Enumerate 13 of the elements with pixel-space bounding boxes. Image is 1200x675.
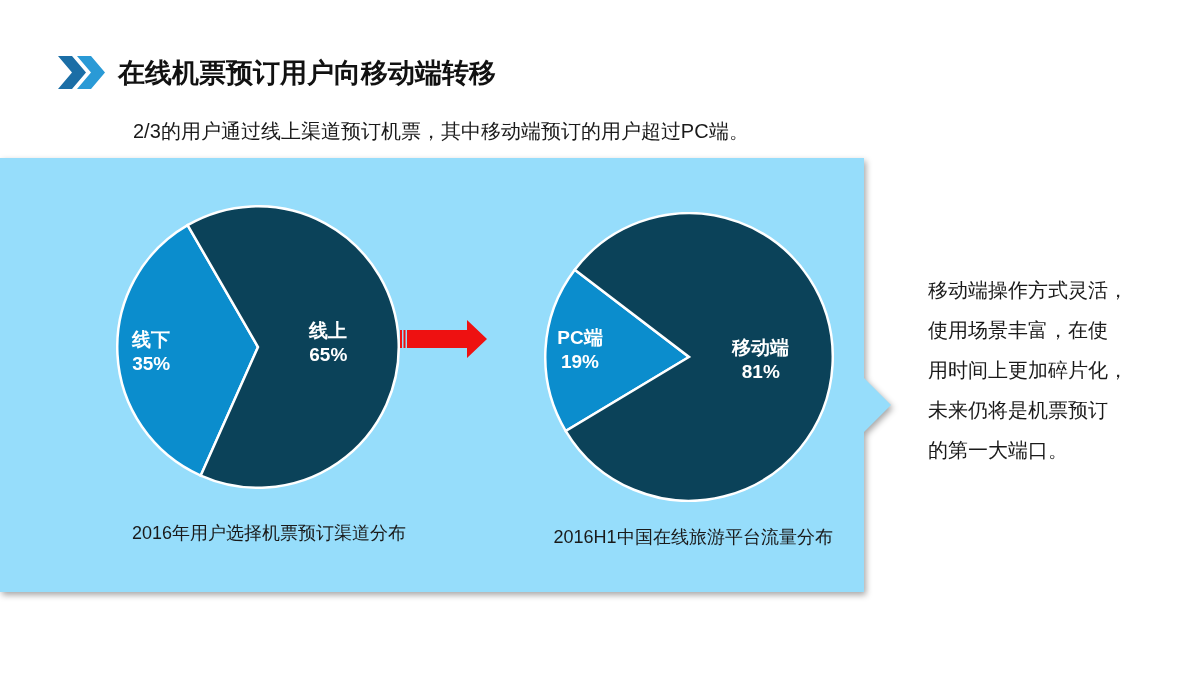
slice-label: 移动端 <box>731 337 790 359</box>
slice-label: PC端 <box>557 327 603 349</box>
slice-label: 线下 <box>131 328 171 350</box>
data-label: 19% <box>560 351 600 373</box>
text: 在线机票预订用户向移动端转移 <box>118 57 496 90</box>
text: 2016年用户选择机票预订渠道分布 <box>131 522 407 545</box>
text: 移动端操作方式灵活，使用场景丰富，在使用时间上更加碎片化，未来仍将是机票预订的第一大端口。 <box>928 278 1128 463</box>
data-label: 65% <box>309 343 348 365</box>
slice-label: 线上 <box>308 319 348 341</box>
data-label: 35% <box>132 352 171 374</box>
text: 2/3的用户通过线上渠道预订机票，其中移动端预订的用户超过PC端。 <box>133 119 749 144</box>
data-label: 81% <box>741 361 780 383</box>
text: 2016H1中国在线旅游平台流量分布 <box>553 526 833 549</box>
